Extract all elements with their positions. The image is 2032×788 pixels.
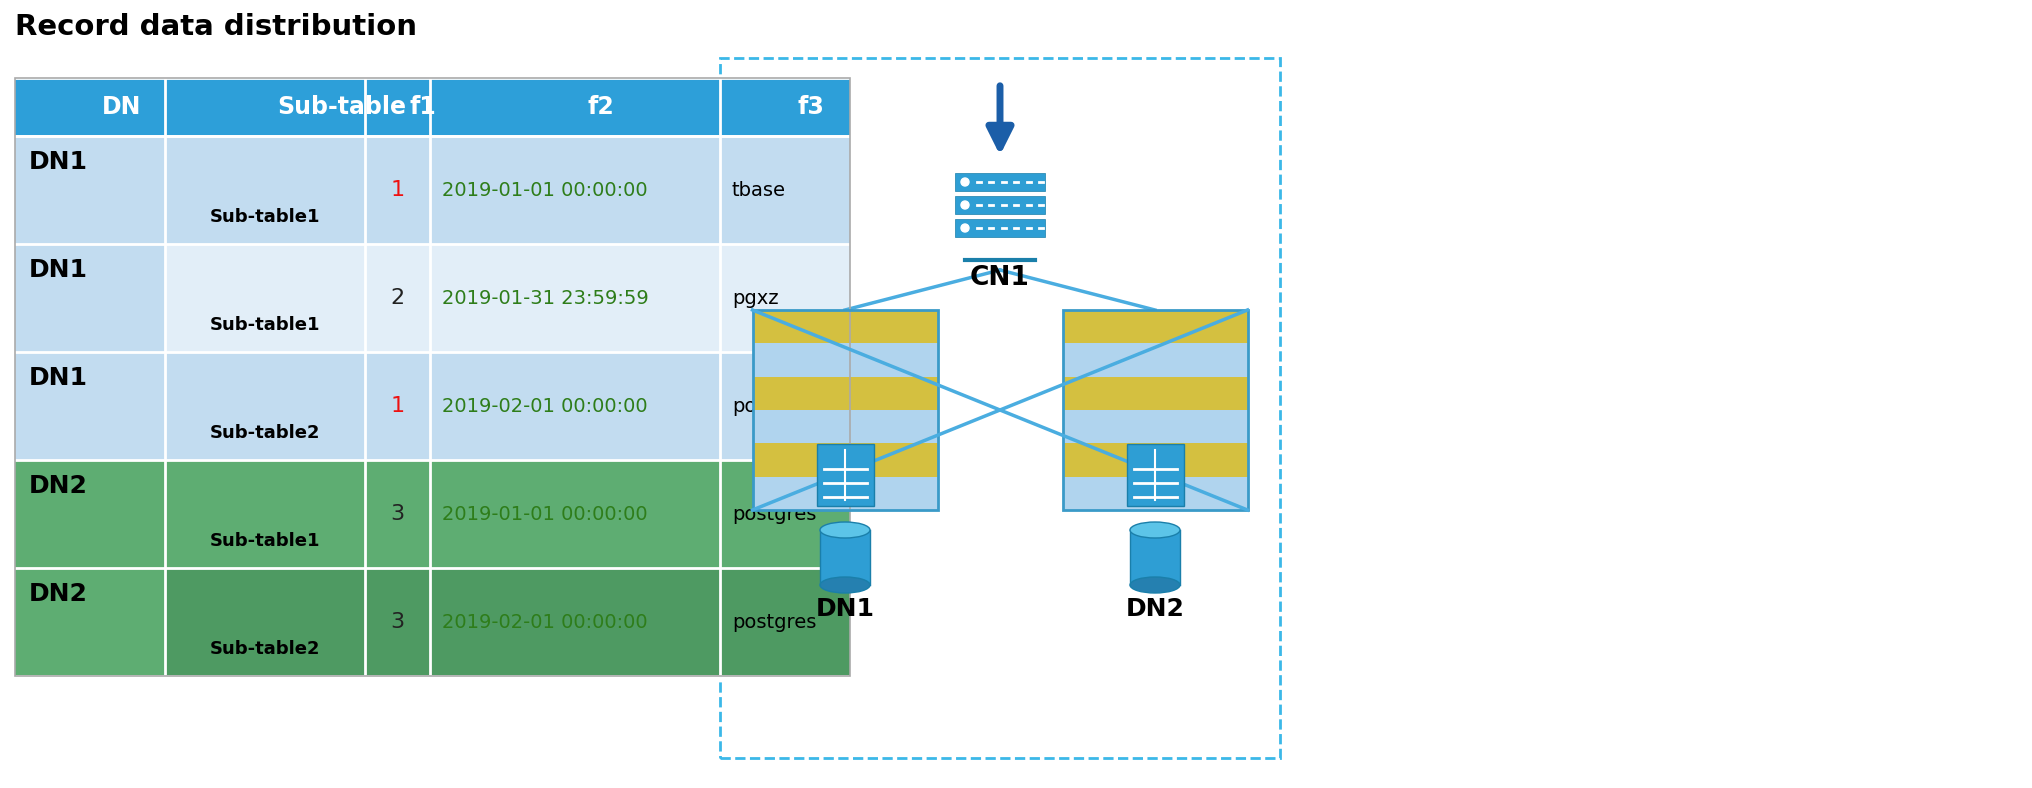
Bar xyxy=(752,344,937,377)
Bar xyxy=(719,352,849,460)
Text: Sub-table2: Sub-table2 xyxy=(209,424,321,442)
Bar xyxy=(1063,410,1248,444)
Bar xyxy=(431,568,719,676)
Bar xyxy=(366,78,431,136)
Text: 1: 1 xyxy=(390,180,404,200)
Bar xyxy=(719,244,849,352)
Bar xyxy=(752,410,937,444)
Bar xyxy=(431,352,719,460)
Text: DN2: DN2 xyxy=(28,582,87,606)
Text: Sub-table: Sub-table xyxy=(276,95,406,119)
FancyBboxPatch shape xyxy=(1126,444,1183,506)
Text: DN1: DN1 xyxy=(28,150,87,174)
Ellipse shape xyxy=(821,577,870,593)
Ellipse shape xyxy=(821,522,870,538)
Bar xyxy=(165,244,366,352)
Text: f3: f3 xyxy=(797,95,823,119)
Text: 2019-02-01 00:00:00: 2019-02-01 00:00:00 xyxy=(443,612,648,631)
Bar xyxy=(14,568,165,676)
Text: 3: 3 xyxy=(390,504,404,524)
Bar xyxy=(366,460,431,568)
Text: Sub-table1: Sub-table1 xyxy=(209,208,321,226)
Bar xyxy=(1063,377,1248,410)
Bar xyxy=(14,136,165,244)
Bar xyxy=(1063,444,1248,477)
Bar xyxy=(165,460,366,568)
Text: DN: DN xyxy=(102,95,142,119)
Text: 2019-01-31 23:59:59: 2019-01-31 23:59:59 xyxy=(443,288,648,307)
Text: tbase: tbase xyxy=(732,180,786,199)
Ellipse shape xyxy=(1130,577,1181,593)
FancyBboxPatch shape xyxy=(955,196,1044,214)
Bar xyxy=(1130,530,1181,585)
Text: postgres: postgres xyxy=(732,504,817,523)
Bar xyxy=(752,310,937,344)
Text: postgres: postgres xyxy=(732,396,817,415)
Text: Record data distribution: Record data distribution xyxy=(14,13,417,41)
Bar xyxy=(14,352,165,460)
Bar xyxy=(719,58,1280,758)
Text: 3: 3 xyxy=(390,612,404,632)
Bar xyxy=(1063,310,1248,344)
Ellipse shape xyxy=(1130,522,1181,538)
Bar xyxy=(14,78,849,676)
Text: f2: f2 xyxy=(587,95,614,119)
FancyBboxPatch shape xyxy=(955,173,1044,191)
Text: Sub-table2: Sub-table2 xyxy=(209,640,321,658)
Text: Sub-table1: Sub-table1 xyxy=(209,316,321,334)
Bar xyxy=(1063,310,1248,510)
Text: DN1: DN1 xyxy=(815,597,874,621)
Circle shape xyxy=(961,224,969,232)
Bar xyxy=(431,78,719,136)
Bar xyxy=(14,244,165,352)
FancyBboxPatch shape xyxy=(955,219,1044,237)
Bar xyxy=(719,568,849,676)
Bar xyxy=(366,352,431,460)
Bar xyxy=(366,568,431,676)
Bar xyxy=(431,136,719,244)
Bar xyxy=(719,78,849,136)
Text: DN1: DN1 xyxy=(28,258,87,282)
Bar xyxy=(719,136,849,244)
Text: DN1: DN1 xyxy=(28,366,87,390)
Bar xyxy=(366,136,431,244)
Bar xyxy=(752,444,937,477)
Bar xyxy=(719,460,849,568)
Text: 1: 1 xyxy=(390,396,404,416)
Bar xyxy=(1063,310,1248,510)
Bar xyxy=(165,136,366,244)
Text: 2019-02-01 00:00:00: 2019-02-01 00:00:00 xyxy=(443,396,648,415)
Text: CN1: CN1 xyxy=(969,265,1030,291)
Text: 2: 2 xyxy=(390,288,404,308)
Bar xyxy=(165,568,366,676)
Circle shape xyxy=(961,201,969,209)
Text: Sub-table1: Sub-table1 xyxy=(209,532,321,550)
Bar xyxy=(821,530,870,585)
Bar xyxy=(1063,344,1248,377)
Bar xyxy=(752,310,937,510)
Text: f1: f1 xyxy=(410,95,437,119)
Circle shape xyxy=(961,178,969,186)
Bar xyxy=(1063,477,1248,510)
Bar xyxy=(14,78,165,136)
Text: 2019-01-01 00:00:00: 2019-01-01 00:00:00 xyxy=(443,504,648,523)
Bar xyxy=(752,377,937,410)
Text: DN2: DN2 xyxy=(28,474,87,498)
Bar xyxy=(366,244,431,352)
Text: pgxz: pgxz xyxy=(732,288,778,307)
Bar xyxy=(165,78,366,136)
Bar xyxy=(752,477,937,510)
Bar xyxy=(752,310,937,510)
Bar xyxy=(14,460,165,568)
Text: DN2: DN2 xyxy=(1126,597,1185,621)
FancyBboxPatch shape xyxy=(817,444,874,506)
Bar xyxy=(431,460,719,568)
Text: postgres: postgres xyxy=(732,612,817,631)
Bar xyxy=(165,352,366,460)
Text: 2019-01-01 00:00:00: 2019-01-01 00:00:00 xyxy=(443,180,648,199)
Bar xyxy=(431,244,719,352)
